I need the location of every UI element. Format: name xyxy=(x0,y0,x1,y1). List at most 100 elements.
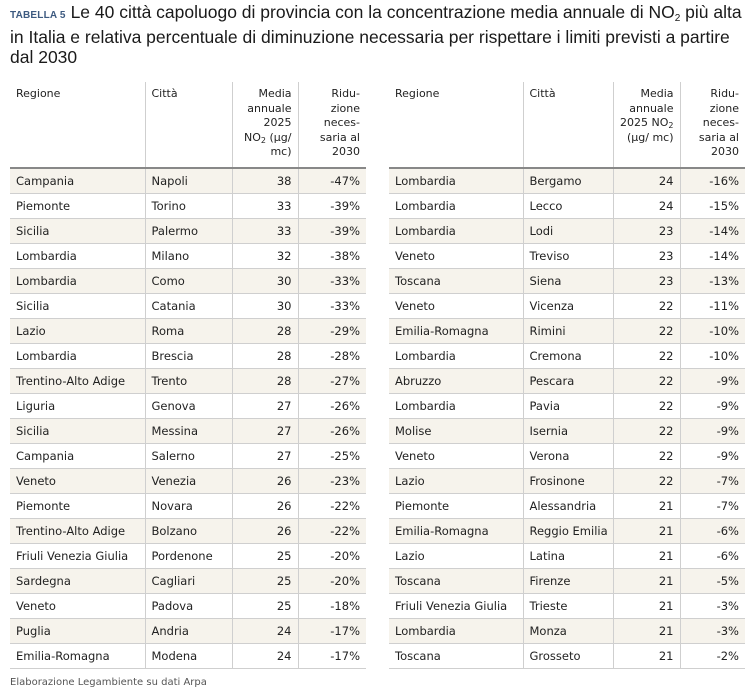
cell-citta: Venezia xyxy=(144,468,232,494)
cell-regione: Sicilia xyxy=(10,293,145,319)
cell-citta: Monza xyxy=(522,618,613,644)
cell-regione: Friuli Venezia Giulia xyxy=(389,593,523,619)
cell-media: 25 xyxy=(231,543,298,569)
cell-citta: Bolzano xyxy=(144,518,232,544)
cell-media: 22 xyxy=(612,443,680,469)
cell-citta: Bergamo xyxy=(522,168,613,194)
cell-regione: Lazio xyxy=(10,318,145,344)
cell-riduzione: -20% xyxy=(297,543,366,569)
cell-citta: Roma xyxy=(144,318,232,344)
cell-citta: Alessandria xyxy=(522,493,613,519)
cell-citta: Modena xyxy=(144,643,232,669)
cell-media: 21 xyxy=(612,568,680,594)
cell-citta: Salerno xyxy=(144,443,232,469)
cell-regione: Veneto xyxy=(389,293,523,319)
cell-media: 27 xyxy=(231,418,298,444)
cell-citta: Cagliari xyxy=(144,568,232,594)
cell-media: 30 xyxy=(231,293,298,319)
table-title: TABELLA 5 Le 40 città capoluogo di provi… xyxy=(10,2,742,67)
cell-citta: Brescia xyxy=(144,343,232,369)
table-row: Toscana Siena 23 -13% xyxy=(389,268,745,294)
table-row: Lombardia Brescia 28 -28% xyxy=(10,343,366,369)
cell-media: 21 xyxy=(612,593,680,619)
table-left: Regione Città Media annuale 2025 NO2 (µg… xyxy=(10,82,366,669)
cell-media: 30 xyxy=(231,268,298,294)
table-row: Lombardia Bergamo 24 -16% xyxy=(389,168,745,194)
header-citta: Città xyxy=(144,82,232,169)
cell-media: 24 xyxy=(612,193,680,219)
cell-media: 23 xyxy=(612,218,680,244)
table-row: Molise Isernia 22 -9% xyxy=(389,418,745,444)
cell-citta: Catania xyxy=(144,293,232,319)
cell-media: 23 xyxy=(612,243,680,269)
cell-regione: Toscana xyxy=(389,268,523,294)
cell-riduzione: -10% xyxy=(679,343,745,369)
table-row: Veneto Venezia 26 -23% xyxy=(10,468,366,494)
cell-citta: Lodi xyxy=(522,218,613,244)
cell-riduzione: -9% xyxy=(679,443,745,469)
cell-riduzione: -33% xyxy=(297,293,366,319)
cell-citta: Milano xyxy=(144,243,232,269)
cell-media: 26 xyxy=(231,468,298,494)
table-row: Toscana Firenze 21 -5% xyxy=(389,568,745,594)
cell-citta: Verona xyxy=(522,443,613,469)
cell-regione: Piemonte xyxy=(389,493,523,519)
cell-media: 28 xyxy=(231,368,298,394)
cell-riduzione: -7% xyxy=(679,468,745,494)
cell-riduzione: -3% xyxy=(679,618,745,644)
cell-riduzione: -26% xyxy=(297,418,366,444)
cell-citta: Como xyxy=(144,268,232,294)
table-tag: TABELLA 5 xyxy=(10,10,66,21)
cell-citta: Isernia xyxy=(522,418,613,444)
table-row: Lazio Frosinone 22 -7% xyxy=(389,468,745,494)
table-row: Sicilia Catania 30 -33% xyxy=(10,293,366,319)
cell-citta: Genova xyxy=(144,393,232,419)
table-row: Lazio Roma 28 -29% xyxy=(10,318,366,344)
cell-media: 22 xyxy=(612,318,680,344)
cell-citta: Trento xyxy=(144,368,232,394)
cell-regione: Piemonte xyxy=(10,493,145,519)
cell-riduzione: -28% xyxy=(297,343,366,369)
table-row: Lazio Latina 21 -6% xyxy=(389,543,745,569)
cell-riduzione: -5% xyxy=(679,568,745,594)
cell-regione: Sicilia xyxy=(10,218,145,244)
cell-regione: Lombardia xyxy=(389,193,523,219)
cell-regione: Sicilia xyxy=(10,418,145,444)
cell-riduzione: -38% xyxy=(297,243,366,269)
cell-riduzione: -13% xyxy=(679,268,745,294)
cell-regione: Trentino-Alto Adige xyxy=(10,518,145,544)
cell-regione: Campania xyxy=(10,443,145,469)
cell-media: 33 xyxy=(231,193,298,219)
table-row: Piemonte Alessandria 21 -7% xyxy=(389,493,745,519)
table-row: Friuli Venezia Giulia Trieste 21 -3% xyxy=(389,593,745,619)
cell-citta: Lecco xyxy=(522,193,613,219)
cell-riduzione: -10% xyxy=(679,318,745,344)
cell-media: 22 xyxy=(612,468,680,494)
cell-regione: Emilia-Romagna xyxy=(389,318,523,344)
cell-media: 23 xyxy=(612,268,680,294)
cell-riduzione: -17% xyxy=(297,618,366,644)
cell-media: 22 xyxy=(612,418,680,444)
cell-regione: Emilia-Romagna xyxy=(389,518,523,544)
table-row: Emilia-Romagna Reggio Emilia 21 -6% xyxy=(389,518,745,544)
cell-media: 25 xyxy=(231,593,298,619)
cell-regione: Lombardia xyxy=(10,268,145,294)
cell-citta: Frosinone xyxy=(522,468,613,494)
header-citta: Città xyxy=(522,82,613,169)
table-row: Veneto Padova 25 -18% xyxy=(10,593,366,619)
cell-regione: Liguria xyxy=(10,393,145,419)
cell-citta: Grosseto xyxy=(522,643,613,669)
cell-media: 27 xyxy=(231,393,298,419)
table-row: Lombardia Monza 21 -3% xyxy=(389,618,745,644)
cell-citta: Palermo xyxy=(144,218,232,244)
cell-media: 25 xyxy=(231,568,298,594)
header-regione: Regione xyxy=(389,82,523,169)
table-row: Trentino-Alto Adige Bolzano 26 -22% xyxy=(10,518,366,544)
cell-citta: Vicenza xyxy=(522,293,613,319)
cell-regione: Lombardia xyxy=(10,243,145,269)
cell-citta: Firenze xyxy=(522,568,613,594)
cell-riduzione: -20% xyxy=(297,568,366,594)
cell-regione: Toscana xyxy=(389,568,523,594)
cell-media: 22 xyxy=(612,393,680,419)
cell-regione: Toscana xyxy=(389,643,523,669)
